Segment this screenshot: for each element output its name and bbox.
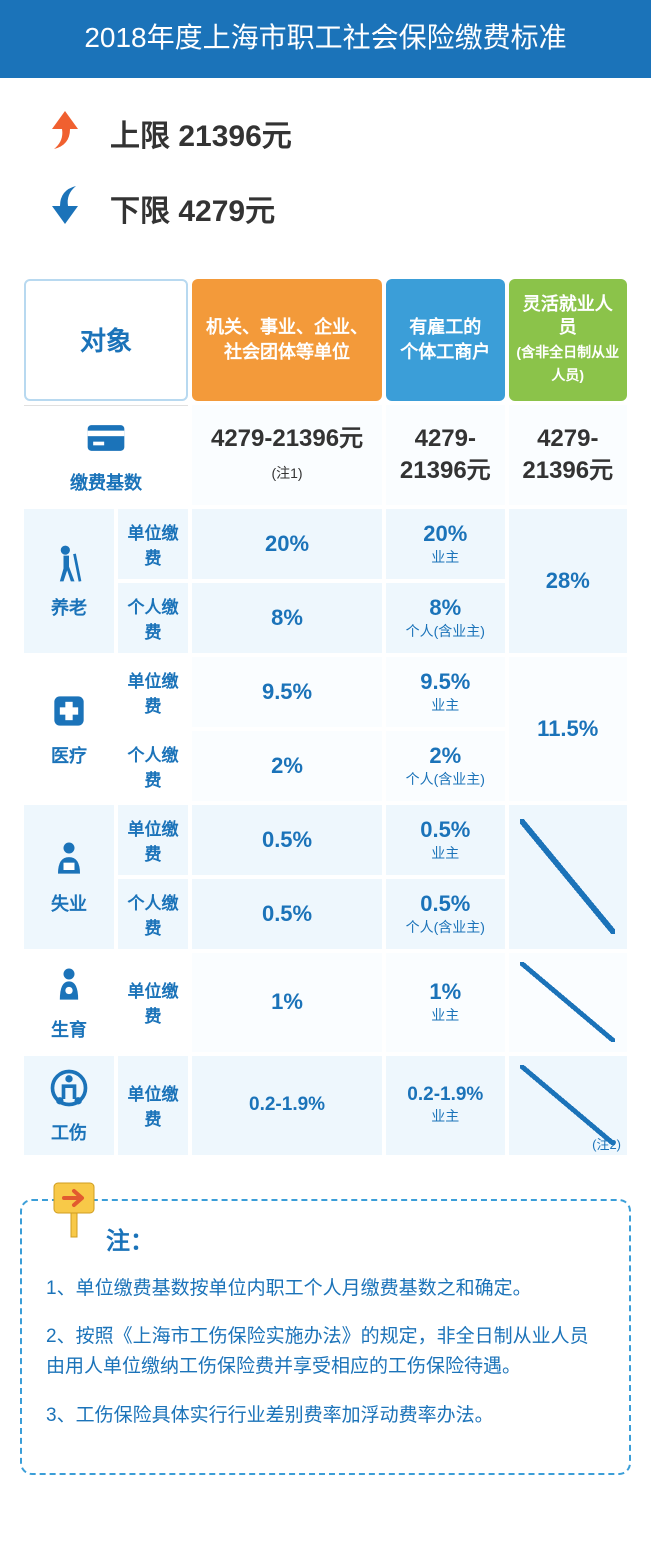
pension-row-1: 养老 单位缴费 20% 20%业主 28% [24, 509, 627, 579]
base-label: 缴费基数 [70, 469, 142, 495]
notes-title: 注： [106, 1221, 605, 1256]
medical-personal-c1: 2% [271, 753, 303, 778]
rate-table-wrap: 对象 机关、事业、企业、社会团体等单位 有雇工的 个体工商户 灵活就业人员 (含… [0, 275, 651, 1179]
unemployment-unit-label: 单位缴费 [118, 805, 188, 875]
card-icon [84, 416, 128, 465]
lower-limit-row: 下限 4279元 [40, 180, 611, 235]
injury-c3-note: (注2) [592, 1134, 621, 1153]
notes-section: 注： 1、单位缴费基数按单位内职工个人月缴费基数之和确定。 2、按照《上海市工伤… [20, 1199, 631, 1476]
maternity-unit-c2sub: 业主 [431, 1007, 459, 1023]
col3-sub: (含非全日制从业人员) [516, 344, 619, 383]
unemployment-label: 失业 [24, 805, 114, 949]
maternity-label: 生育 [24, 953, 114, 1052]
pension-label: 养老 [24, 509, 114, 653]
pension-c3: 28% [546, 568, 590, 593]
page-header: 2018年度上海市职工社会保险缴费标准 [0, 0, 651, 75]
pension-unit-c2sub: 业主 [431, 549, 459, 565]
injury-label: 工伤 [24, 1056, 114, 1155]
arrow-up-icon [40, 105, 90, 160]
pension-name: 养老 [51, 594, 87, 620]
unemployment-personal-c2: 0.5% [420, 891, 470, 916]
injury-icon [47, 1066, 91, 1115]
pension-unit-c2: 20% [423, 521, 467, 546]
unemployment-personal-c1: 0.5% [262, 901, 312, 926]
unemployment-icon [47, 837, 91, 886]
col3-main: 灵活就业人员 [523, 294, 613, 337]
rate-table: 对象 机关、事业、企业、社会团体等单位 有雇工的 个体工商户 灵活就业人员 (含… [20, 275, 631, 1159]
unemployment-name: 失业 [51, 890, 87, 916]
note-1: 1、单位缴费基数按单位内职工个人月缴费基数之和确定。 [46, 1274, 605, 1304]
pension-personal-c2: 8% [429, 595, 461, 620]
upper-limit-text: 上限 21396元 [110, 111, 292, 155]
medical-name: 医疗 [51, 742, 87, 768]
upper-limit-row: 上限 21396元 [40, 105, 611, 160]
lower-limit-text: 下限 4279元 [110, 186, 275, 230]
medical-unit-c2sub: 业主 [431, 697, 459, 713]
unemployment-unit-c2sub: 业主 [431, 845, 459, 861]
note-2: 2、按照《上海市工伤保险实施办法》的规定，非全日制从业人员由用人单位缴纳工伤保险… [46, 1322, 605, 1383]
injury-name: 工伤 [51, 1119, 87, 1145]
maternity-icon [47, 963, 91, 1012]
pension-personal-label: 个人缴费 [118, 583, 188, 653]
medical-personal-label: 个人缴费 [118, 731, 188, 801]
medical-unit-c1: 9.5% [262, 679, 312, 704]
base-col3: 4279-21396元 [509, 405, 627, 505]
unemployment-row-1: 失业 单位缴费 0.5% 0.5%业主 [24, 805, 627, 875]
col-enterprise: 机关、事业、企业、社会团体等单位 [192, 279, 382, 401]
base-col1: 4279-21396元 (注1) [192, 405, 382, 505]
col-individual-biz: 有雇工的 个体工商户 [386, 279, 504, 401]
maternity-unit-label: 单位缴费 [118, 953, 188, 1052]
maternity-unit-c1: 1% [271, 989, 303, 1014]
medical-personal-c2: 2% [429, 743, 461, 768]
base-range-1: 4279-21396元 [211, 425, 363, 452]
unemployment-unit-c1: 0.5% [262, 827, 312, 852]
unemployment-personal-label: 个人缴费 [118, 879, 188, 949]
maternity-name: 生育 [51, 1016, 87, 1042]
base-label-cell: 缴费基数 [24, 405, 188, 505]
medical-icon [47, 689, 91, 738]
pension-icon [47, 541, 91, 590]
medical-row-1: 医疗 单位缴费 9.5% 9.5%业主 11.5% [24, 657, 627, 727]
injury-unit-c2: 0.2-1.9% [407, 1084, 483, 1105]
medical-unit-label: 单位缴费 [118, 657, 188, 727]
base-range-3: 4279-21396元 [513, 423, 623, 485]
injury-row: 工伤 单位缴费 0.2-1.9% 0.2-1.9% 业主 (注2) [24, 1056, 627, 1155]
unemployment-personal-c2sub: 个人(含业主) [406, 919, 485, 935]
medical-label: 医疗 [24, 657, 114, 801]
medical-personal-c2sub: 个人(含业主) [406, 771, 485, 787]
injury-unit-c1: 0.2-1.9% [249, 1094, 325, 1115]
maternity-c3-slash [509, 953, 627, 1052]
sign-icon [46, 1177, 102, 1246]
injury-unit-label: 单位缴费 [118, 1056, 188, 1155]
unemployment-c3-slash [509, 805, 627, 949]
pension-personal-c2sub: 个人(含业主) [406, 623, 485, 639]
table-header-row: 对象 机关、事业、企业、社会团体等单位 有雇工的 个体工商户 灵活就业人员 (含… [24, 279, 627, 401]
base-note1: (注1) [271, 465, 302, 481]
pension-unit-label: 单位缴费 [118, 509, 188, 579]
injury-c3-slash: (注2) [509, 1056, 627, 1155]
unemployment-unit-c2: 0.5% [420, 817, 470, 842]
maternity-row: 生育 单位缴费 1% 1% 业主 [24, 953, 627, 1052]
col-target: 对象 [24, 279, 188, 401]
page-title: 2018年度上海市职工社会保险缴费标准 [84, 22, 566, 53]
base-col2: 4279-21396元 [386, 405, 504, 505]
injury-unit-c2sub: 业主 [431, 1108, 459, 1124]
pension-unit-c1: 20% [265, 531, 309, 556]
pension-personal-c1: 8% [271, 605, 303, 630]
base-range-2: 4279-21396元 [390, 423, 500, 485]
col-flexible: 灵活就业人员 (含非全日制从业人员) [509, 279, 627, 401]
medical-c3: 11.5% [537, 716, 598, 741]
maternity-unit-c2: 1% [429, 979, 461, 1004]
limits-section: 上限 21396元 下限 4279元 [0, 75, 651, 275]
note-3: 3、工伤保险具体实行行业差别费率加浮动费率办法。 [46, 1401, 605, 1431]
base-row: 缴费基数 4279-21396元 (注1) 4279-21396元 4279-21… [24, 405, 627, 505]
medical-unit-c2: 9.5% [420, 669, 470, 694]
arrow-down-icon [40, 180, 90, 235]
